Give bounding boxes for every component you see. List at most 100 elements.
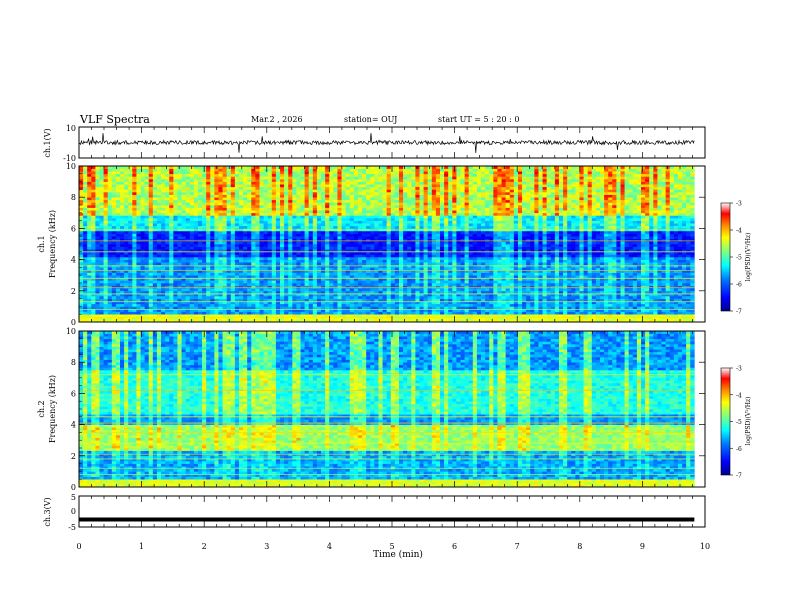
- spectrogram-cell: [136, 272, 141, 276]
- spectrogram-cell: [173, 215, 178, 219]
- spectrogram-cell: [321, 301, 326, 305]
- spectrogram-cell: [181, 171, 186, 175]
- spectrogram-cell: [136, 197, 141, 201]
- spectrogram-cell: [210, 298, 215, 302]
- spectrogram-cell: [304, 231, 310, 234]
- spectrogram-cell: [91, 280, 96, 284]
- spectrogram-cell: [230, 267, 236, 271]
- spectrogram-cell: [115, 249, 121, 253]
- spectrogram-cell: [349, 244, 355, 247]
- spectrogram-cell: [370, 277, 375, 281]
- spectrogram-cell: [222, 212, 227, 216]
- spectrogram-cell: [156, 277, 162, 281]
- spectrogram-cell: [148, 179, 154, 182]
- spectrogram-cell: [132, 267, 137, 271]
- spectrogram-cell: [234, 173, 240, 177]
- spectrogram-cell: [255, 257, 260, 260]
- spectrogram-cell: [99, 249, 104, 253]
- spectrogram-cell: [230, 270, 236, 273]
- spectrogram-cell: [79, 244, 84, 247]
- spectrogram-cell: [165, 184, 170, 188]
- spectrogram-cell: [382, 218, 387, 221]
- spectrogram-cell: [390, 189, 396, 193]
- spectrogram-cell: [165, 316, 170, 320]
- spectrogram-cell: [357, 262, 363, 266]
- spectrogram-cell: [111, 277, 117, 281]
- spectrogram-cell: [226, 199, 232, 203]
- spectrogram-cell: [210, 283, 215, 286]
- spectrogram-cell: [284, 231, 289, 234]
- spectrogram-cell: [345, 288, 351, 292]
- spectrogram-cell: [87, 280, 92, 284]
- spectrogram-cell: [370, 314, 375, 318]
- spectrogram-cell: [152, 303, 158, 307]
- spectrogram-cell: [333, 306, 338, 310]
- spectrogram-cell: [243, 301, 248, 305]
- spectrogram-cell: [202, 189, 207, 193]
- spectrogram-cell: [304, 272, 310, 276]
- spectrogram-cell: [403, 283, 408, 286]
- spectrogram-cell: [292, 215, 297, 219]
- spectrogram-cell: [83, 262, 88, 266]
- spectrogram-cell: [95, 171, 100, 175]
- spectrogram-cell: [296, 309, 301, 312]
- spectrogram-cell: [107, 314, 113, 318]
- spectrogram-cell: [407, 223, 412, 227]
- spectrogram-cell: [267, 236, 273, 240]
- spectrogram-cell: [312, 199, 318, 203]
- spectrogram-cell: [280, 306, 285, 310]
- spectrogram-cell: [189, 207, 195, 211]
- spectrogram-cell: [91, 244, 96, 247]
- spectrogram-cell: [128, 236, 133, 240]
- spectrogram-cell: [165, 272, 170, 276]
- spectrogram-cell: [349, 231, 355, 234]
- spectrogram-cell: [308, 225, 314, 229]
- spectrogram-cell: [353, 314, 359, 318]
- spectrogram-cell: [321, 236, 326, 240]
- spectrogram-cell: [165, 314, 170, 318]
- spectrogram-cell: [185, 303, 191, 307]
- spectrogram-cell: [202, 270, 207, 273]
- spectrogram-cell: [173, 246, 178, 250]
- spectrogram-cell: [280, 194, 285, 198]
- spectrogram-cell: [390, 309, 396, 312]
- spectrogram-cell: [222, 184, 227, 188]
- spectrogram-cell: [95, 194, 100, 198]
- spectrogram-cell: [267, 176, 273, 180]
- spectrogram-cell: [177, 306, 182, 310]
- spectrogram-cell: [152, 176, 158, 180]
- spectrogram-cell: [136, 168, 141, 172]
- spectrogram-cell: [366, 280, 371, 284]
- spectrogram-cell: [403, 277, 408, 281]
- spectrogram-cell: [120, 259, 125, 263]
- spectrogram-cell: [390, 220, 396, 224]
- spectrogram-cell: [214, 192, 219, 195]
- spectrogram-cell: [353, 241, 359, 245]
- spectrogram-cell: [284, 241, 289, 245]
- spectrogram-cell: [107, 220, 113, 224]
- spectrogram-cell: [226, 220, 232, 224]
- spectrogram-cell: [300, 285, 305, 289]
- spectrogram-cell: [115, 220, 121, 224]
- spectrogram-cell: [280, 215, 285, 219]
- spectrogram-cell: [173, 194, 178, 198]
- spectrogram-cell: [185, 241, 191, 245]
- spectrogram-cell: [234, 254, 240, 258]
- spectrogram-cell: [120, 264, 125, 268]
- spectrogram-cell: [124, 272, 129, 276]
- spectrogram-cell: [202, 223, 207, 227]
- spectrogram-cell: [271, 303, 277, 307]
- spectrogram-cell: [386, 277, 392, 281]
- spectrogram-cell: [247, 267, 252, 271]
- spectrogram-cell: [165, 283, 170, 286]
- spectrogram-cell: [378, 257, 383, 260]
- spectrogram-cell: [169, 197, 174, 201]
- spectrogram-cell: [120, 176, 125, 180]
- spectrogram-cell: [79, 236, 84, 240]
- spectrogram-cell: [95, 199, 100, 203]
- spectrogram-cell: [292, 199, 297, 203]
- spectrogram-cell: [136, 309, 141, 312]
- spectrogram-cell: [300, 171, 305, 175]
- spectrogram-cell: [308, 296, 314, 299]
- spectrogram-cell: [280, 181, 285, 185]
